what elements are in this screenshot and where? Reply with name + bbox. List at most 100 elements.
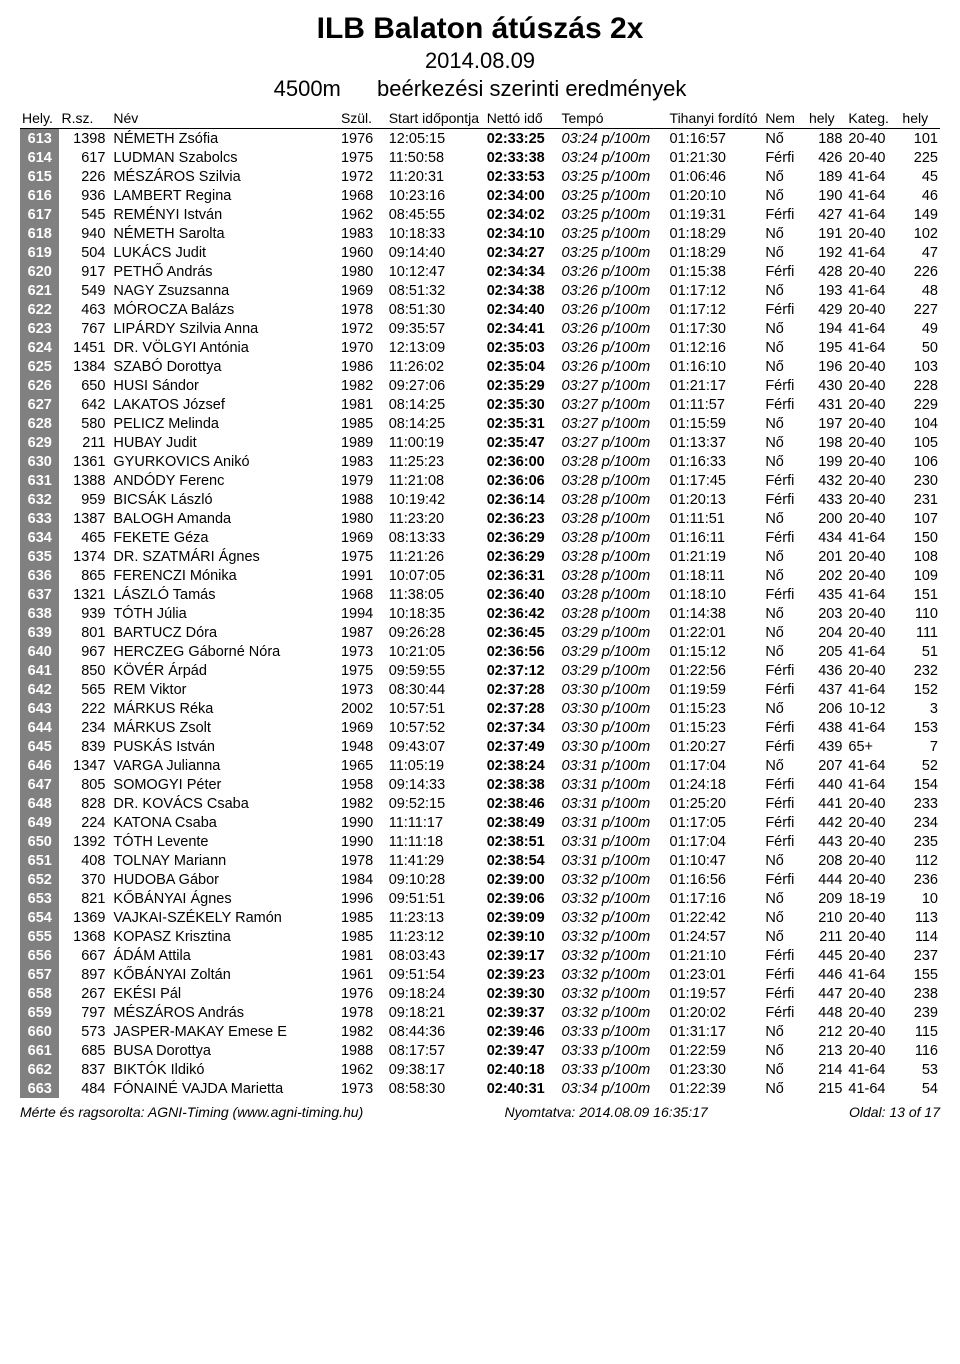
footer-right: Oldal: 13 of 17 — [849, 1104, 940, 1120]
cell-nem: Nő — [763, 927, 807, 946]
cell-nem: Férfi — [763, 984, 807, 1003]
cell-nemhely: 438 — [807, 718, 846, 737]
cell-netto: 02:38:38 — [485, 775, 560, 794]
cell-szul: 1983 — [339, 224, 387, 243]
table-row: 656667ÁDÁM Attila198108:03:4302:39:1703:… — [20, 946, 940, 965]
cell-rsz: 650 — [59, 376, 111, 395]
cell-kateghely: 233 — [900, 794, 940, 813]
cell-netto: 02:36:45 — [485, 623, 560, 642]
cell-tempo: 03:31 p/100m — [559, 851, 667, 870]
table-row: 642565REM Viktor197308:30:4402:37:2803:3… — [20, 680, 940, 699]
cell-kateg: 41-64 — [846, 965, 900, 984]
cell-name: DR. VÖLGYI Antónia — [111, 338, 339, 357]
cell-rsz: 939 — [59, 604, 111, 623]
cell-kateg: 10-12 — [846, 699, 900, 718]
cell-tempo: 03:32 p/100m — [559, 946, 667, 965]
cell-start: 09:14:33 — [387, 775, 485, 794]
table-row: 627642LAKATOS József198108:14:2502:35:30… — [20, 395, 940, 414]
col-kateg: Kateg. — [846, 108, 900, 129]
cell-kateghely: 108 — [900, 547, 940, 566]
cell-hely: 657 — [20, 965, 59, 984]
cell-rsz: 484 — [59, 1079, 111, 1098]
cell-netto: 02:39:00 — [485, 870, 560, 889]
cell-nemhely: 209 — [807, 889, 846, 908]
cell-szul: 1976 — [339, 129, 387, 149]
cell-nemhely: 215 — [807, 1079, 846, 1098]
cell-rsz: 837 — [59, 1060, 111, 1079]
cell-kateg: 20-40 — [846, 224, 900, 243]
cell-start: 11:23:12 — [387, 927, 485, 946]
cell-kateghely: 235 — [900, 832, 940, 851]
cell-kateg: 41-64 — [846, 338, 900, 357]
cell-szul: 1991 — [339, 566, 387, 585]
table-row: 657897KŐBÁNYAI Zoltán196109:51:5402:39:2… — [20, 965, 940, 984]
cell-netto: 02:33:25 — [485, 129, 560, 149]
col-tempo: Tempó — [559, 108, 667, 129]
cell-rsz: 767 — [59, 319, 111, 338]
cell-nem: Nő — [763, 1041, 807, 1060]
cell-netto: 02:33:38 — [485, 148, 560, 167]
cell-hely: 617 — [20, 205, 59, 224]
cell-hely: 613 — [20, 129, 59, 149]
cell-szul: 1970 — [339, 338, 387, 357]
cell-szul: 1986 — [339, 357, 387, 376]
cell-name: PUSKÁS István — [111, 737, 339, 756]
cell-nemhely: 426 — [807, 148, 846, 167]
table-row: 615226MÉSZÁROS Szilvia197211:20:3102:33:… — [20, 167, 940, 186]
cell-hely: 662 — [20, 1060, 59, 1079]
cell-tihanyi: 01:19:31 — [668, 205, 764, 224]
table-row: 661685BUSA Dorottya198808:17:5702:39:470… — [20, 1041, 940, 1060]
cell-name: MÁRKUS Réka — [111, 699, 339, 718]
cell-kateg: 20-40 — [846, 129, 900, 149]
table-row: 6541369VAJKAI-SZÉKELY Ramón198511:23:130… — [20, 908, 940, 927]
cell-kateghely: 230 — [900, 471, 940, 490]
cell-tihanyi: 01:16:10 — [668, 357, 764, 376]
cell-netto: 02:39:23 — [485, 965, 560, 984]
table-row: 6461347VARGA Julianna196511:05:1902:38:2… — [20, 756, 940, 775]
cell-tihanyi: 01:16:33 — [668, 452, 764, 471]
cell-nemhely: 432 — [807, 471, 846, 490]
table-row: 636865FERENCZI Mónika199110:07:0502:36:3… — [20, 566, 940, 585]
cell-nemhely: 427 — [807, 205, 846, 224]
cell-kateghely: 149 — [900, 205, 940, 224]
cell-name: PETHŐ András — [111, 262, 339, 281]
cell-nemhely: 428 — [807, 262, 846, 281]
cell-start: 11:05:19 — [387, 756, 485, 775]
cell-tihanyi: 01:10:47 — [668, 851, 764, 870]
cell-nemhely: 190 — [807, 186, 846, 205]
cell-kateg: 20-40 — [846, 414, 900, 433]
cell-nem: Nő — [763, 1079, 807, 1098]
cell-kateg: 20-40 — [846, 376, 900, 395]
cell-netto: 02:35:29 — [485, 376, 560, 395]
page-footer: Mérte és ragsorolta: AGNI-Timing (www.ag… — [20, 1104, 940, 1120]
cell-szul: 1983 — [339, 452, 387, 471]
cell-hely: 659 — [20, 1003, 59, 1022]
cell-start: 10:19:42 — [387, 490, 485, 509]
cell-netto: 02:37:28 — [485, 680, 560, 699]
cell-tihanyi: 01:24:18 — [668, 775, 764, 794]
table-row: 662837BIKTÓK Ildikó196209:38:1702:40:180… — [20, 1060, 940, 1079]
cell-rsz: 797 — [59, 1003, 111, 1022]
cell-nemhely: 447 — [807, 984, 846, 1003]
cell-szul: 1962 — [339, 1060, 387, 1079]
cell-netto: 02:37:28 — [485, 699, 560, 718]
cell-nem: Nő — [763, 623, 807, 642]
cell-netto: 02:37:12 — [485, 661, 560, 680]
cell-szul: 1988 — [339, 490, 387, 509]
cell-kateg: 20-40 — [846, 547, 900, 566]
cell-kateghely: 113 — [900, 908, 940, 927]
cell-kateg: 41-64 — [846, 281, 900, 300]
cell-start: 11:11:18 — [387, 832, 485, 851]
cell-tihanyi: 01:17:45 — [668, 471, 764, 490]
cell-tihanyi: 01:18:11 — [668, 566, 764, 585]
cell-nemhely: 204 — [807, 623, 846, 642]
cell-tempo: 03:32 p/100m — [559, 1003, 667, 1022]
cell-kateghely: 116 — [900, 1041, 940, 1060]
cell-szul: 2002 — [339, 699, 387, 718]
cell-rsz: 828 — [59, 794, 111, 813]
cell-tihanyi: 01:18:10 — [668, 585, 764, 604]
cell-netto: 02:38:46 — [485, 794, 560, 813]
cell-start: 12:05:15 — [387, 129, 485, 149]
cell-nem: Férfi — [763, 376, 807, 395]
cell-tempo: 03:31 p/100m — [559, 813, 667, 832]
